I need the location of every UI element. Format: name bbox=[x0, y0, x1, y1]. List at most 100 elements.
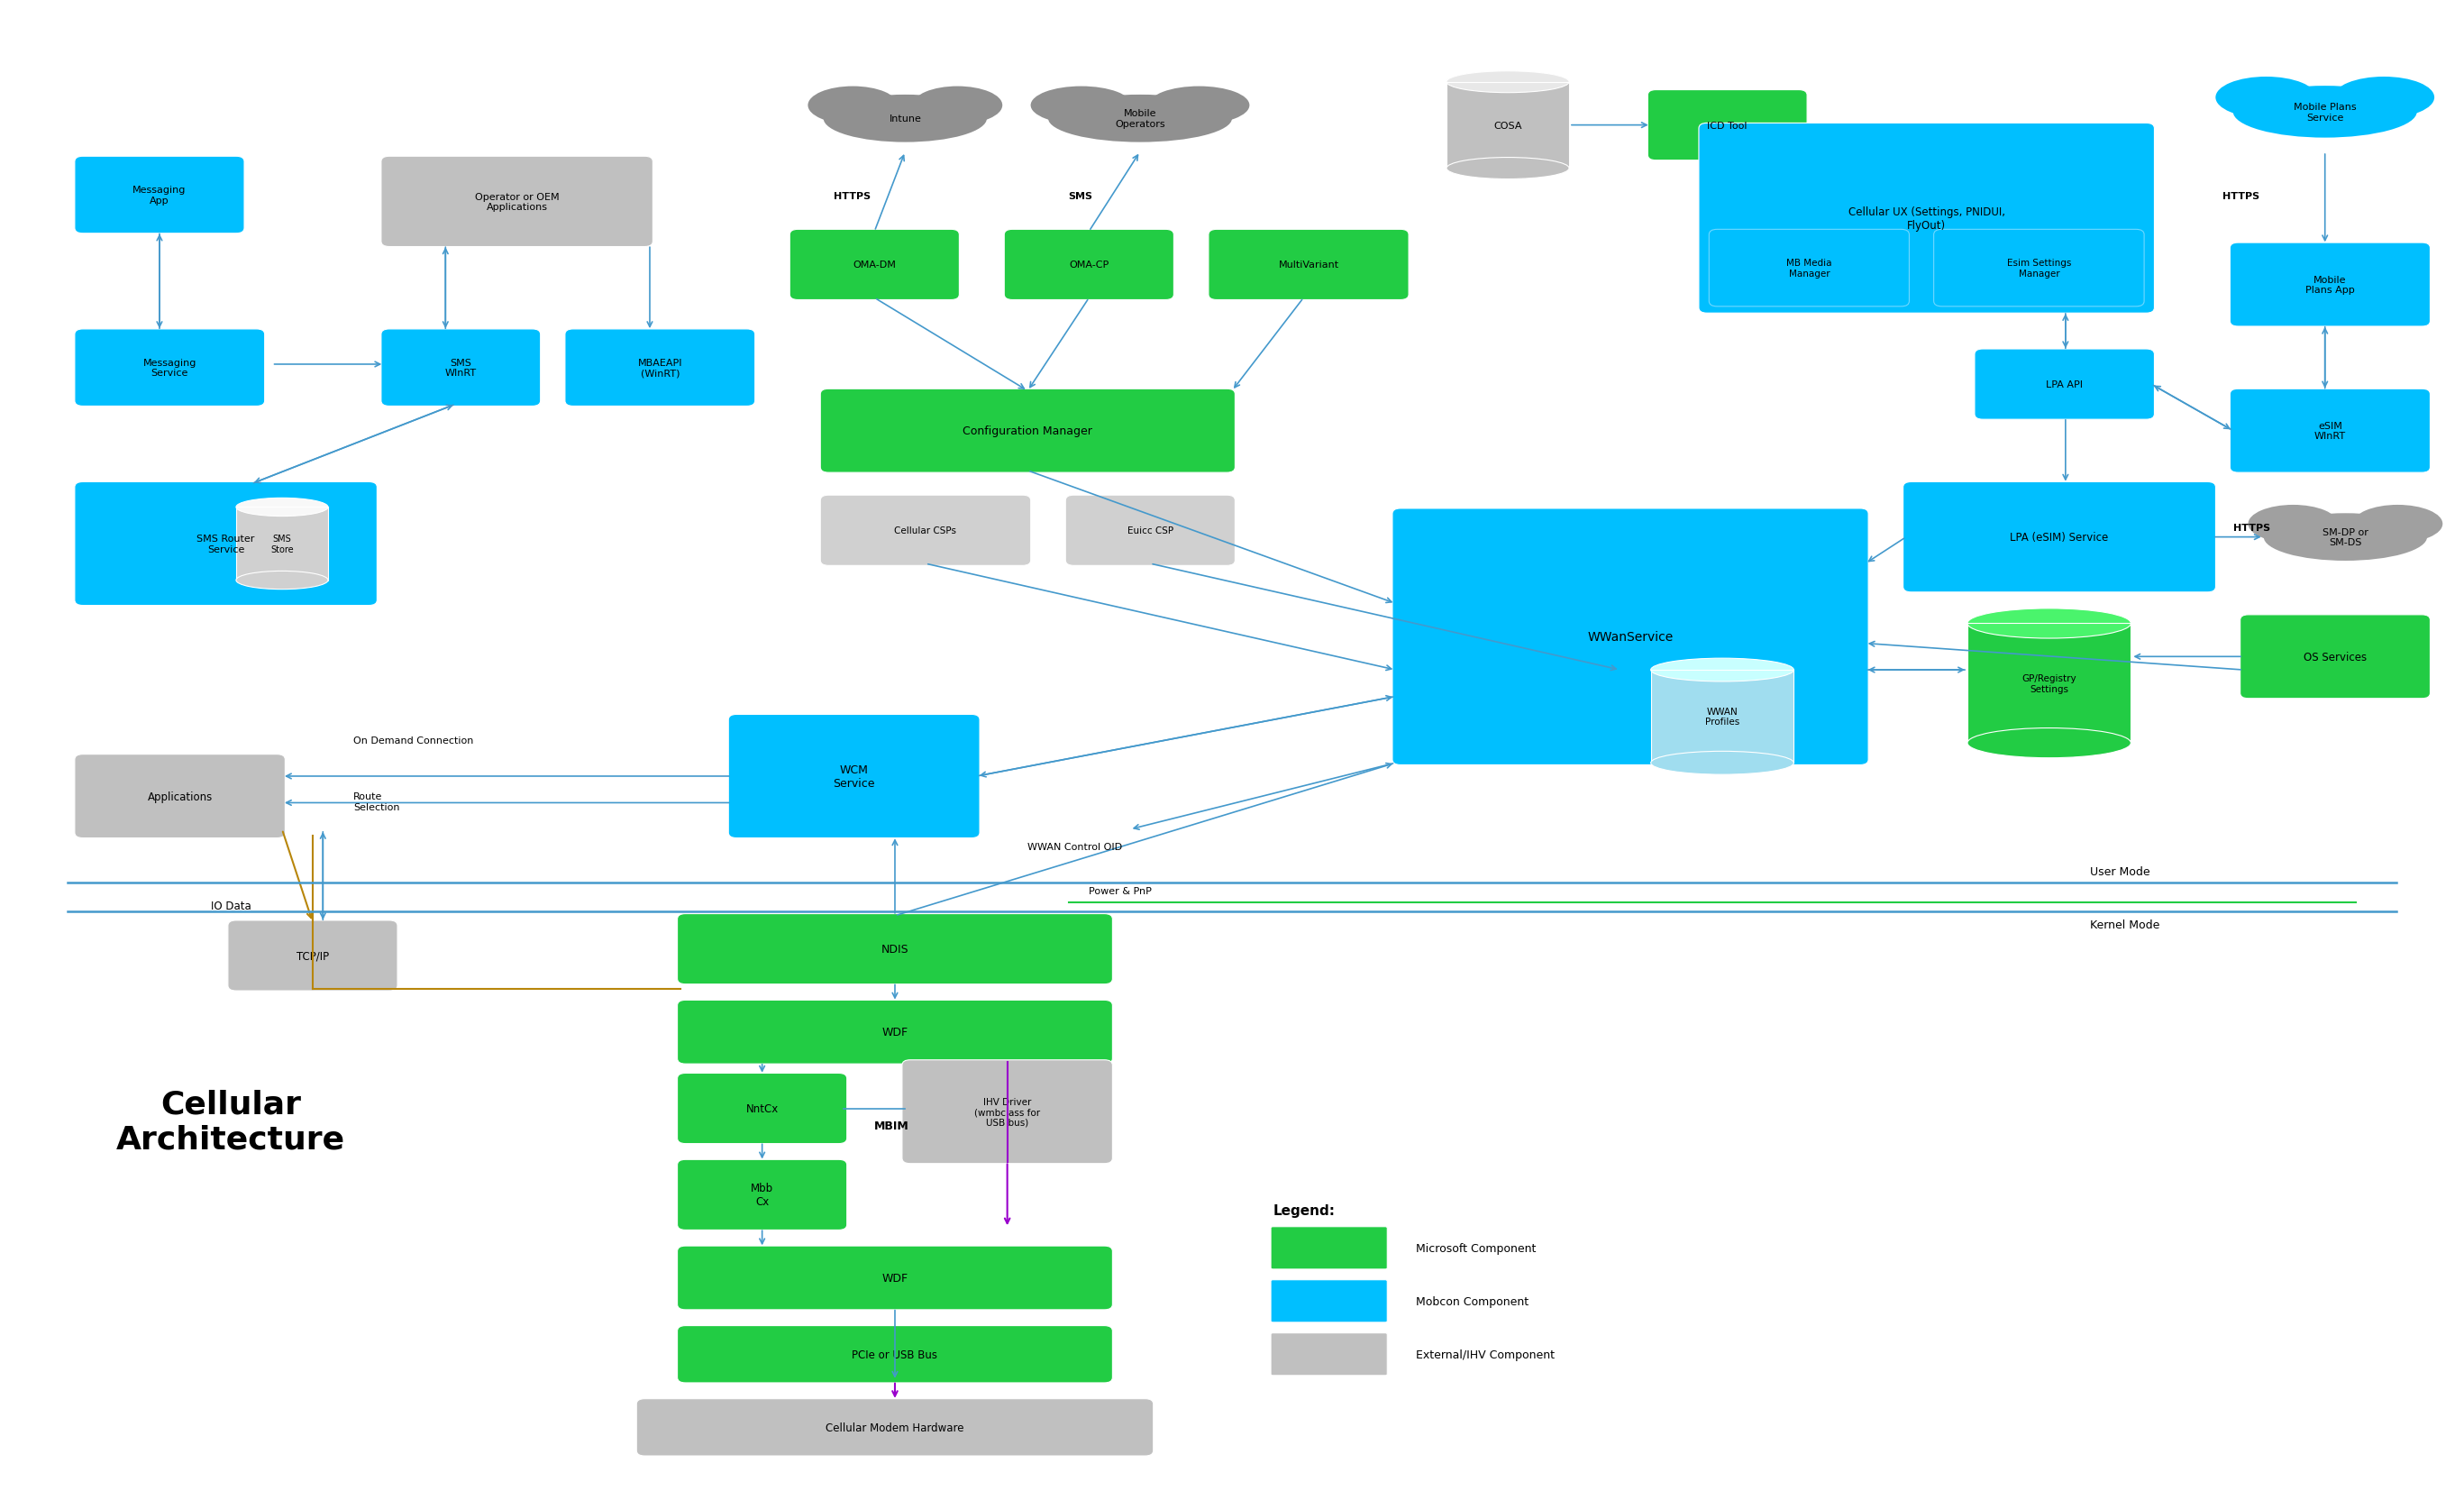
FancyBboxPatch shape bbox=[678, 1001, 1111, 1064]
FancyBboxPatch shape bbox=[74, 158, 244, 234]
Text: TCP/IP: TCP/IP bbox=[296, 949, 330, 961]
FancyBboxPatch shape bbox=[1710, 230, 1910, 308]
Text: Euicc CSP: Euicc CSP bbox=[1126, 526, 1173, 536]
Text: ICD Tool: ICD Tool bbox=[1708, 122, 1747, 130]
Text: Configuration Manager: Configuration Manager bbox=[963, 426, 1092, 436]
Text: OMA-DM: OMA-DM bbox=[853, 261, 897, 270]
FancyBboxPatch shape bbox=[729, 716, 981, 838]
FancyBboxPatch shape bbox=[678, 1160, 848, 1230]
Text: COSA: COSA bbox=[1493, 122, 1523, 130]
Text: WCM
Service: WCM Service bbox=[833, 764, 875, 789]
FancyBboxPatch shape bbox=[2240, 615, 2430, 699]
Ellipse shape bbox=[2353, 506, 2442, 543]
Ellipse shape bbox=[1030, 87, 1131, 124]
Text: eSIM
WInRT: eSIM WInRT bbox=[2314, 422, 2346, 441]
FancyBboxPatch shape bbox=[1902, 483, 2215, 592]
FancyBboxPatch shape bbox=[382, 158, 653, 248]
FancyBboxPatch shape bbox=[1064, 495, 1234, 566]
FancyBboxPatch shape bbox=[902, 1060, 1111, 1164]
FancyBboxPatch shape bbox=[821, 390, 1234, 472]
Ellipse shape bbox=[808, 87, 897, 124]
Ellipse shape bbox=[1966, 609, 2131, 639]
Text: LPA API: LPA API bbox=[2045, 381, 2082, 390]
Ellipse shape bbox=[1651, 752, 1794, 776]
Text: Messaging
App: Messaging App bbox=[133, 186, 187, 206]
FancyBboxPatch shape bbox=[237, 507, 328, 580]
FancyBboxPatch shape bbox=[227, 921, 397, 992]
Ellipse shape bbox=[890, 111, 968, 140]
Ellipse shape bbox=[823, 96, 988, 142]
Text: WWAN Control OID: WWAN Control OID bbox=[1027, 843, 1124, 852]
Text: Cellular CSPs: Cellular CSPs bbox=[894, 526, 956, 536]
Ellipse shape bbox=[1446, 72, 1570, 93]
FancyBboxPatch shape bbox=[2230, 390, 2430, 472]
Text: Operator or OEM
Applications: Operator or OEM Applications bbox=[476, 192, 559, 212]
FancyBboxPatch shape bbox=[1392, 508, 1868, 765]
Text: User Mode: User Mode bbox=[2089, 866, 2151, 878]
Text: MultiVariant: MultiVariant bbox=[1279, 261, 1338, 270]
FancyBboxPatch shape bbox=[74, 483, 377, 606]
Ellipse shape bbox=[2232, 87, 2417, 138]
FancyBboxPatch shape bbox=[1934, 230, 2144, 308]
FancyBboxPatch shape bbox=[788, 230, 958, 300]
Text: Kernel Mode: Kernel Mode bbox=[2089, 920, 2161, 930]
FancyBboxPatch shape bbox=[564, 330, 754, 406]
Ellipse shape bbox=[2252, 104, 2341, 134]
FancyBboxPatch shape bbox=[678, 1074, 848, 1144]
Ellipse shape bbox=[1446, 158, 1570, 180]
Ellipse shape bbox=[2247, 506, 2338, 543]
Text: SM-DP or
SM-DS: SM-DP or SM-DS bbox=[2324, 528, 2368, 548]
Ellipse shape bbox=[237, 498, 328, 518]
Text: Route
Selection: Route Selection bbox=[352, 792, 399, 812]
Ellipse shape bbox=[2333, 78, 2434, 118]
Text: Applications: Applications bbox=[148, 790, 212, 802]
FancyBboxPatch shape bbox=[1207, 230, 1409, 300]
Text: Messaging
Service: Messaging Service bbox=[143, 358, 197, 378]
Text: NntCx: NntCx bbox=[747, 1102, 779, 1114]
Ellipse shape bbox=[1148, 87, 1249, 124]
Text: SMS
WInRT: SMS WInRT bbox=[446, 358, 476, 378]
Ellipse shape bbox=[1651, 658, 1794, 682]
FancyBboxPatch shape bbox=[678, 914, 1111, 984]
FancyBboxPatch shape bbox=[382, 330, 540, 406]
FancyBboxPatch shape bbox=[1651, 670, 1794, 764]
Ellipse shape bbox=[1069, 111, 1156, 140]
FancyBboxPatch shape bbox=[1966, 624, 2131, 744]
FancyBboxPatch shape bbox=[636, 1400, 1153, 1457]
Text: On Demand Connection: On Demand Connection bbox=[352, 736, 473, 746]
Text: GP/Registry
Settings: GP/Registry Settings bbox=[2023, 674, 2077, 693]
FancyBboxPatch shape bbox=[1698, 124, 2154, 313]
FancyBboxPatch shape bbox=[74, 754, 286, 838]
FancyBboxPatch shape bbox=[678, 1326, 1111, 1383]
FancyBboxPatch shape bbox=[678, 1246, 1111, 1310]
Text: OMA-CP: OMA-CP bbox=[1069, 261, 1109, 270]
Text: HTTPS: HTTPS bbox=[833, 192, 870, 201]
Text: SMS
Store: SMS Store bbox=[271, 534, 293, 554]
Text: Mobile Plans
Service: Mobile Plans Service bbox=[2294, 104, 2356, 122]
Text: WWanService: WWanService bbox=[1587, 632, 1673, 644]
Text: WDF: WDF bbox=[882, 1026, 909, 1038]
Text: Microsoft Component: Microsoft Component bbox=[1417, 1242, 1535, 1254]
FancyBboxPatch shape bbox=[821, 495, 1030, 566]
Text: NDIS: NDIS bbox=[882, 944, 909, 955]
Text: PCIe or USB Bus: PCIe or USB Bus bbox=[853, 1349, 939, 1360]
FancyBboxPatch shape bbox=[1446, 82, 1570, 170]
Text: HTTPS: HTTPS bbox=[2223, 192, 2259, 201]
Ellipse shape bbox=[2309, 104, 2397, 134]
Text: WDF: WDF bbox=[882, 1272, 909, 1284]
Text: IHV Driver
(wmbclass for
USB bus): IHV Driver (wmbclass for USB bus) bbox=[973, 1096, 1040, 1126]
Text: SMS Router
Service: SMS Router Service bbox=[197, 534, 254, 554]
Text: Mobile
Operators: Mobile Operators bbox=[1116, 110, 1165, 129]
Text: MBAEAPI
(WinRT): MBAEAPI (WinRT) bbox=[638, 358, 683, 378]
FancyBboxPatch shape bbox=[74, 330, 264, 406]
Text: Mobile
Plans App: Mobile Plans App bbox=[2306, 276, 2356, 296]
Ellipse shape bbox=[2215, 78, 2316, 118]
Text: WWAN
Profiles: WWAN Profiles bbox=[1705, 706, 1740, 726]
Text: HTTPS: HTTPS bbox=[2232, 524, 2269, 532]
Ellipse shape bbox=[1124, 111, 1212, 140]
Text: Mbb
Cx: Mbb Cx bbox=[752, 1182, 774, 1208]
Text: Esim Settings
Manager: Esim Settings Manager bbox=[2006, 259, 2072, 279]
Ellipse shape bbox=[1047, 96, 1232, 142]
Ellipse shape bbox=[912, 87, 1003, 124]
Text: Intune: Intune bbox=[890, 114, 922, 123]
